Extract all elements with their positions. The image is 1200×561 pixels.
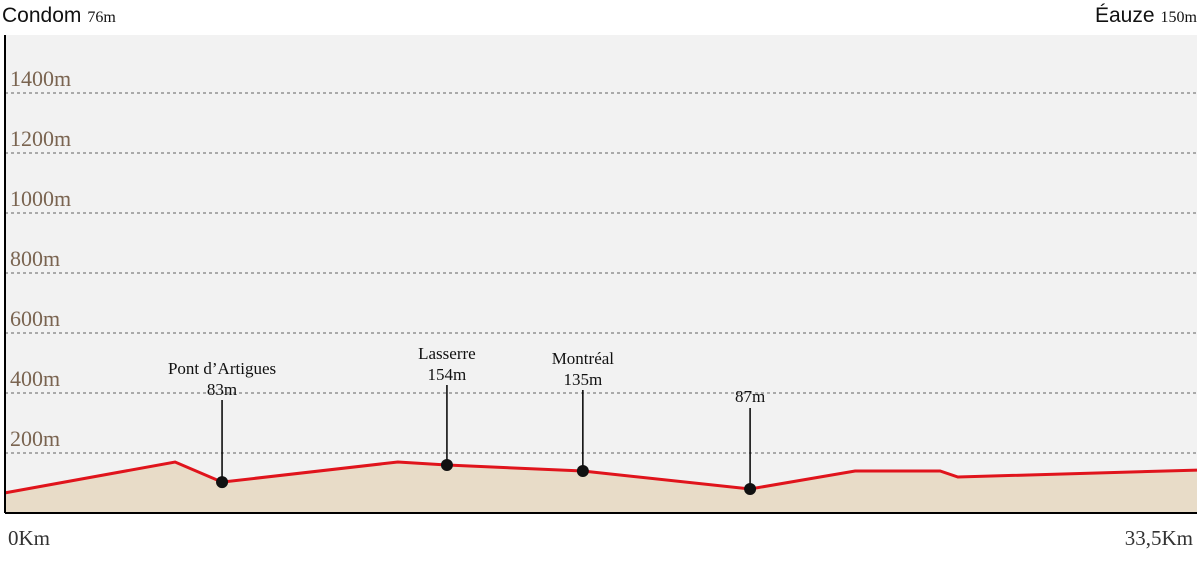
start-name: Condom [2, 4, 81, 27]
marker-name: Pont d’Artigues [168, 359, 276, 378]
end-header: Éauze 150m [1095, 4, 1198, 27]
elevation-area [5, 462, 1197, 513]
marker-elevation: 154m [428, 365, 467, 384]
start-header: Condom 76m [2, 4, 116, 27]
marker-elevation: 83m [207, 380, 237, 399]
marker-dot [216, 476, 229, 489]
y-tick-label: 1000m [10, 186, 71, 211]
marker-dot [440, 459, 453, 471]
y-tick-label: 400m [10, 366, 60, 391]
marker-dot [744, 483, 757, 495]
marker-name: Montréal [552, 349, 615, 368]
y-tick-label: 800m [10, 246, 60, 271]
y-tick-label: 1400m [10, 66, 71, 91]
marker-elevation: 87m [735, 387, 765, 406]
y-tick-label: 1200m [10, 126, 71, 151]
y-tick-label: 200m [10, 426, 60, 451]
end-elevation: 150m [1161, 9, 1198, 26]
end-name: Éauze [1095, 4, 1155, 27]
y-tick-label: 600m [10, 306, 60, 331]
x-tick-label: 33,5Km [1125, 526, 1193, 550]
marker-elevation: 135m [563, 370, 602, 389]
marker-dot [576, 465, 589, 477]
x-tick-label: 0Km [8, 526, 50, 550]
marker-name: Lasserre [418, 344, 476, 363]
start-elevation: 76m [87, 9, 116, 26]
